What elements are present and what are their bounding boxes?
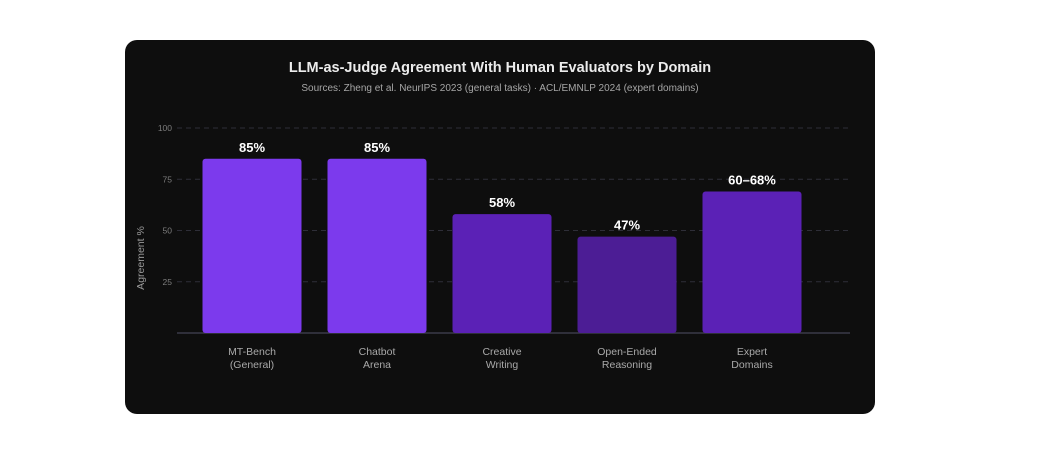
chart-card: LLM-as-Judge Agreement With Human Evalua… bbox=[125, 40, 875, 414]
bar bbox=[452, 214, 552, 333]
bar bbox=[202, 158, 302, 333]
x-category-label: Reasoning bbox=[602, 359, 652, 371]
x-category-label: (General) bbox=[230, 359, 274, 371]
x-category-label: Open-Ended bbox=[597, 346, 657, 358]
x-category-label: Arena bbox=[363, 359, 391, 371]
bar-chart: 25 50 75 100 85% MT-Bench(General) 85% ChatbotA… bbox=[158, 123, 850, 371]
x-category-label: Domains bbox=[731, 359, 772, 371]
y-tick-label: 25 bbox=[163, 277, 173, 287]
bar-value-label: 85% bbox=[364, 140, 390, 155]
y-tick-label: 100 bbox=[158, 123, 172, 133]
x-category-label: Chatbot bbox=[359, 346, 396, 358]
bar-value-label: 58% bbox=[489, 195, 515, 210]
chart-title: LLM-as-Judge Agreement With Human Evalua… bbox=[288, 60, 712, 76]
bar-value-label: 47% bbox=[614, 218, 640, 233]
bar bbox=[577, 236, 677, 333]
x-category-label: MT-Bench bbox=[228, 346, 276, 358]
x-category-label: Creative bbox=[482, 346, 521, 358]
bar bbox=[327, 158, 427, 333]
bar-value-label: 85% bbox=[239, 140, 265, 155]
bar-value-label: 60–68% bbox=[728, 173, 776, 188]
x-category-label: Expert bbox=[737, 346, 767, 358]
chart-subtitle: Sources: Zheng et al. NeurIPS 2023 (gene… bbox=[301, 83, 699, 94]
y-tick-label: 75 bbox=[163, 174, 173, 184]
x-category-label: Writing bbox=[486, 359, 519, 371]
bar bbox=[702, 191, 802, 333]
y-tick-label: 50 bbox=[163, 226, 173, 236]
